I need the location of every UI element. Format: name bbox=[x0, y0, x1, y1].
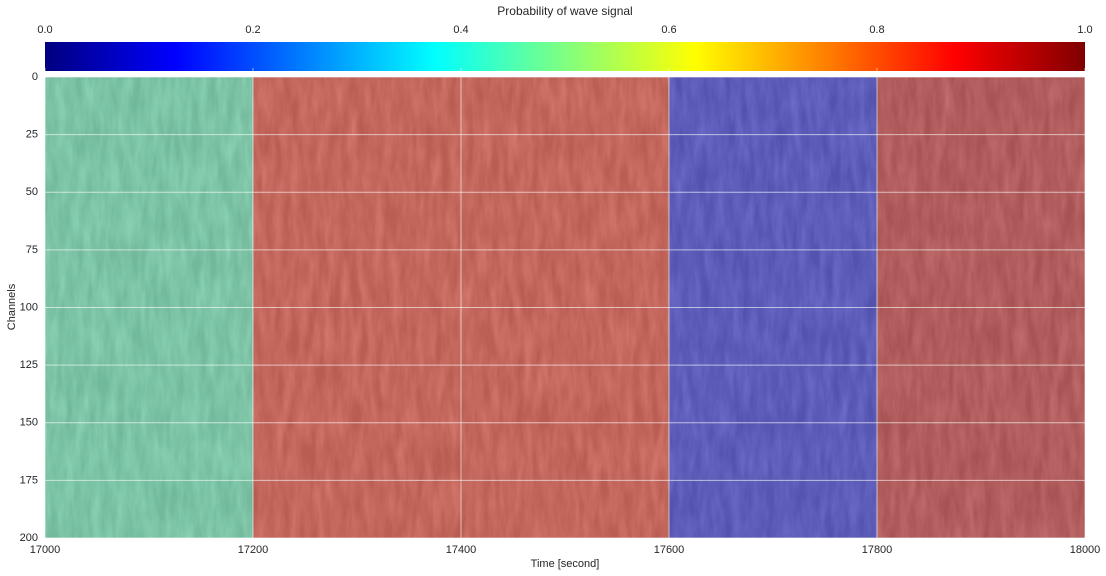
colorbar-tick-label: 0.0 bbox=[37, 24, 52, 36]
y-tick-label: 100 bbox=[20, 301, 38, 313]
colorbar-tick-label: 0.4 bbox=[453, 24, 468, 36]
x-tick-label: 17400 bbox=[446, 544, 477, 556]
y-axis-label: Channels bbox=[6, 283, 18, 330]
y-tick-label: 75 bbox=[26, 244, 38, 256]
y-tick-label: 50 bbox=[26, 186, 38, 198]
colorbar-tick-label: 0.6 bbox=[661, 24, 676, 36]
y-tick-label: 25 bbox=[26, 129, 38, 141]
x-axis-label: Time [second] bbox=[531, 558, 600, 570]
x-tick-label: 17000 bbox=[30, 544, 61, 556]
colorbar-tick-label: 0.2 bbox=[245, 24, 260, 36]
colorbar-tick-label: 0.8 bbox=[869, 24, 884, 36]
colorbar-title: Probability of wave signal bbox=[497, 4, 632, 18]
y-tick-label: 125 bbox=[20, 359, 38, 371]
x-tick-label: 17600 bbox=[654, 544, 685, 556]
y-tick-label: 175 bbox=[20, 474, 38, 486]
x-tick-label: 17800 bbox=[862, 544, 893, 556]
y-tick-label: 200 bbox=[20, 532, 38, 544]
colorbar bbox=[45, 42, 1085, 71]
x-tick-label: 18000 bbox=[1070, 544, 1101, 556]
y-tick-label: 150 bbox=[20, 417, 38, 429]
y-tick-label: 0 bbox=[32, 71, 38, 83]
x-tick-label: 17200 bbox=[238, 544, 269, 556]
colorbar-tick-label: 1.0 bbox=[1077, 24, 1092, 36]
